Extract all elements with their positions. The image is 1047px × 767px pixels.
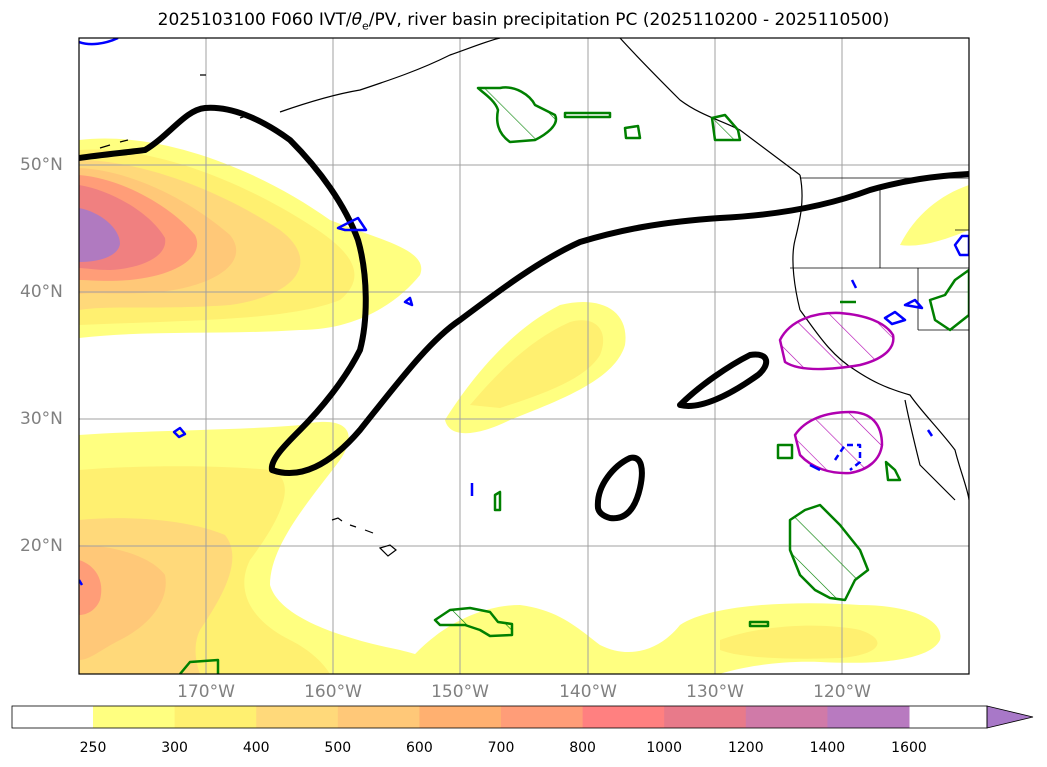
colorbar-tick-label: 1200: [727, 740, 764, 756]
lon-label-170w: 170°W: [177, 682, 235, 702]
precip-green-small-1: [563, 111, 612, 119]
precip-green-regions: [179, 86, 969, 674]
colorbar-tick-label: 1400: [809, 740, 846, 756]
colorbar-tick-label: 1600: [891, 740, 927, 756]
theta-blue-sm4: [850, 279, 858, 289]
aleutian-islands: [99, 74, 247, 149]
colorbar-tick-label: 1000: [646, 740, 683, 756]
ivt-region-southwest-red: [79, 560, 102, 615]
precip-magenta-offshore: [793, 410, 884, 475]
colorbar-tick-label: 600: [406, 740, 433, 756]
theta-blue-small-1: [403, 296, 414, 307]
pv-contour-east-loop: [677, 351, 770, 409]
lon-label-140w: 140°W: [559, 682, 617, 702]
ivt-region-northeast: [900, 185, 969, 246]
lat-label-40n: 40°N: [20, 282, 63, 302]
theta-blue-small-2: [172, 426, 187, 439]
baja-coast: [904, 399, 956, 501]
precip-magenta-regions: [778, 311, 895, 475]
precip-green-small-4: [884, 460, 902, 482]
alaska-panhandle-coast: [619, 38, 801, 176]
lon-label-120w: 120°W: [813, 682, 871, 702]
lon-label-130w: 130°W: [686, 682, 744, 702]
precip-green-small-2: [623, 124, 642, 140]
precip-green-small-5: [493, 490, 502, 512]
colorbar-tick-label: 250: [79, 740, 107, 756]
lat-label-30n: 30°N: [20, 409, 63, 429]
ivt-region-southwest-deep: [79, 545, 166, 660]
precip-green-nevada: [928, 268, 969, 332]
precip-green-southwest: [179, 658, 220, 674]
lon-label-150w: 150°W: [431, 682, 489, 702]
plot-title: 2025103100 F060 IVT/θe/PV, river basin p…: [157, 10, 890, 33]
us-state-borders: [790, 177, 969, 331]
ivt-filled-contours: [79, 138, 969, 674]
hawaii-islands: [331, 517, 397, 557]
precip-green-small-3: [776, 443, 794, 460]
theta-blue-contours: [79, 38, 969, 586]
pv-contours: [79, 104, 969, 522]
precip-green-gulf-alaska: [476, 86, 558, 144]
lat-label-20n: 20°N: [20, 536, 63, 556]
canada-coast: [792, 174, 803, 311]
precip-green-baja: [788, 503, 870, 602]
colorbar-tick-label: 700: [487, 740, 515, 756]
theta-blue-top-left: [79, 38, 119, 46]
precip-green-south: [433, 606, 514, 638]
lon-label-160w: 160°W: [304, 682, 362, 702]
alaska-coast: [279, 38, 501, 113]
colorbar-tick-label: 400: [242, 740, 270, 756]
theta-blue-ne: [953, 234, 969, 257]
ivt-region-central-mid: [470, 320, 604, 408]
theta-blue-sm5: [883, 310, 907, 326]
theta-blue-sm8: [809, 463, 821, 472]
map-frame: [78, 37, 970, 675]
theta-blue-mid: [336, 216, 368, 232]
theta-blue-sm6: [903, 298, 924, 310]
colorbar-tick-label: 300: [161, 740, 188, 756]
colorbar-tick-label: 800: [569, 740, 596, 756]
colorbar-tick-label: 500: [324, 740, 352, 756]
islands: [99, 74, 397, 557]
pv-contour-small-loop: [594, 454, 645, 522]
precip-green-bc: [710, 113, 742, 142]
precip-green-small-6: [748, 620, 770, 628]
theta-blue-sm9: [926, 429, 934, 437]
pv-contour-trough: [79, 104, 969, 477]
ivt-region-south-mid: [720, 625, 878, 659]
lat-label-50n: 50°N: [20, 155, 63, 175]
theta-blue-sm7: [833, 443, 862, 471]
precip-magenta-california: [778, 311, 895, 371]
ivt-region-northwest-peak: [79, 208, 120, 262]
